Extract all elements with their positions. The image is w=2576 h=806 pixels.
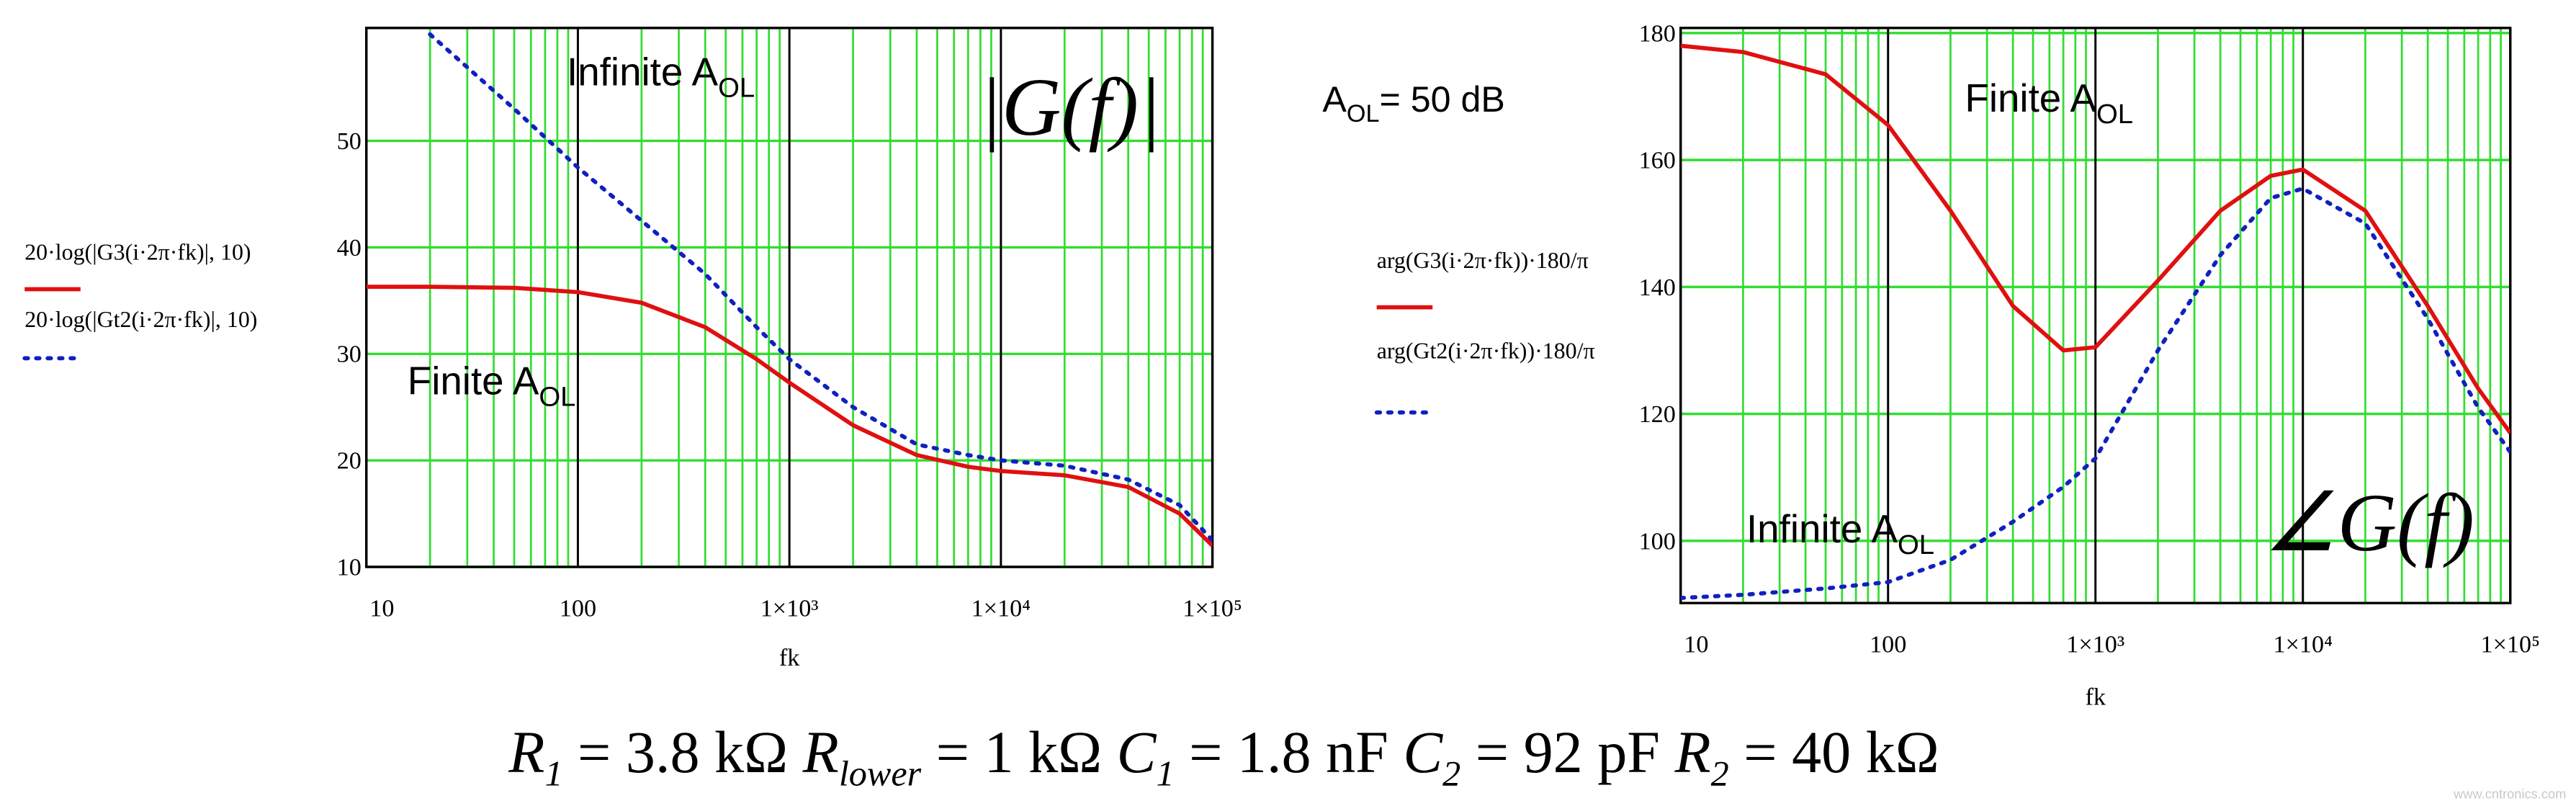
- formula-symbol: C: [1403, 720, 1443, 785]
- formula-sub: 1: [544, 753, 562, 793]
- annotation-text: ∠G(f): [2264, 477, 2474, 568]
- formula-rest: = 1.8 nF: [1175, 720, 1404, 785]
- annotation-text: |G(f)|: [979, 61, 1162, 153]
- annotation-sub: OL: [539, 381, 575, 412]
- formula-symbol: R: [1674, 720, 1710, 785]
- formula-symbol: C: [1117, 720, 1157, 785]
- annotation-text: Finite A: [408, 359, 539, 403]
- formula-rest: = 40 kΩ: [1729, 720, 1939, 785]
- formula-rest: = 92 pF: [1460, 720, 1674, 785]
- x-tick-label: 1×10³: [760, 595, 819, 622]
- formula-sub: lower: [839, 753, 922, 793]
- formula-symbol: R: [802, 720, 839, 785]
- x-tick-label: 1×10³: [2066, 632, 2124, 658]
- y-tick-label: 140: [1639, 274, 1676, 301]
- formula-sub: 1: [1156, 753, 1174, 793]
- legend-label: arg(Gt2(i·2π·fk))·180/π: [1377, 338, 1595, 363]
- y-tick-label: 160: [1639, 148, 1676, 174]
- y-tick-label: 30: [337, 341, 362, 368]
- x-tick-label: 10: [369, 595, 394, 622]
- x-tick-label: 10: [1684, 632, 1708, 658]
- series-line: [366, 285, 1213, 547]
- watermark: www.cntronics.com: [2453, 787, 2566, 802]
- legend-label: 20·log(|G3(i·2π·fk)|, 10): [24, 239, 251, 264]
- legend-label: arg(G3(i·2π·fk))·180/π: [1377, 248, 1589, 273]
- annotation: Finite AOL: [1965, 76, 2133, 130]
- annotation-sub: OL: [718, 73, 755, 104]
- x-tick-label: 1×10⁵: [1182, 595, 1242, 622]
- x-tick-label: 1×10⁴: [2273, 632, 2333, 658]
- formula-rest: = 3.8 kΩ: [563, 720, 803, 785]
- x-tick-label: 1×10⁴: [971, 595, 1031, 622]
- annotation-sub: OL: [2096, 99, 2133, 130]
- annotation-text: Finite A: [1965, 76, 2096, 120]
- y-tick-label: 40: [337, 235, 362, 261]
- annotation-sub: OL: [1898, 529, 1934, 560]
- formula: R1 = 3.8 kΩ Rlower = 1 kΩ C1 = 1.8 nF C2…: [508, 720, 1939, 793]
- plot-frame: [1679, 27, 2512, 604]
- y-tick-label: 180: [1639, 20, 1676, 47]
- y-tick-label: 100: [1639, 528, 1676, 555]
- note-rest: = 50 dB: [1380, 79, 1505, 120]
- y-tick-label: 50: [337, 128, 362, 155]
- note: AOL= 50 dB: [1322, 79, 1504, 127]
- x-axis-label: fk: [2085, 684, 2106, 711]
- y-tick-label: 10: [337, 554, 362, 581]
- annotation: Finite AOL: [408, 359, 576, 413]
- series-line: [1680, 43, 2510, 434]
- x-axis-label: fk: [779, 645, 800, 671]
- y-tick-label: 120: [1639, 401, 1676, 428]
- series-line: [1680, 186, 2510, 601]
- annotation: |G(f)|: [979, 61, 1162, 153]
- note-sub: OL: [1347, 100, 1380, 127]
- note-text: A: [1322, 79, 1347, 120]
- annotation-text: Infinite A: [567, 50, 718, 94]
- formula-sub: 2: [1711, 753, 1729, 793]
- formula-symbol: R: [508, 720, 544, 785]
- x-tick-label: 100: [1870, 632, 1906, 658]
- annotation: Infinite AOL: [567, 50, 755, 104]
- x-tick-label: 100: [560, 595, 596, 622]
- annotation: Infinite AOL: [1746, 506, 1934, 560]
- legend-label: 20·log(|Gt2(i·2π·fk)|, 10): [24, 307, 257, 332]
- annotation-text: Infinite A: [1746, 506, 1898, 551]
- y-tick-label: 20: [337, 448, 362, 475]
- series-line: [428, 32, 1213, 542]
- formula-rest: = 1 kΩ: [921, 720, 1117, 785]
- formula-sub: 2: [1442, 753, 1460, 793]
- x-tick-label: 1×10⁵: [2480, 632, 2540, 658]
- annotation: ∠G(f): [2264, 477, 2474, 568]
- plot-frame: [365, 27, 1214, 568]
